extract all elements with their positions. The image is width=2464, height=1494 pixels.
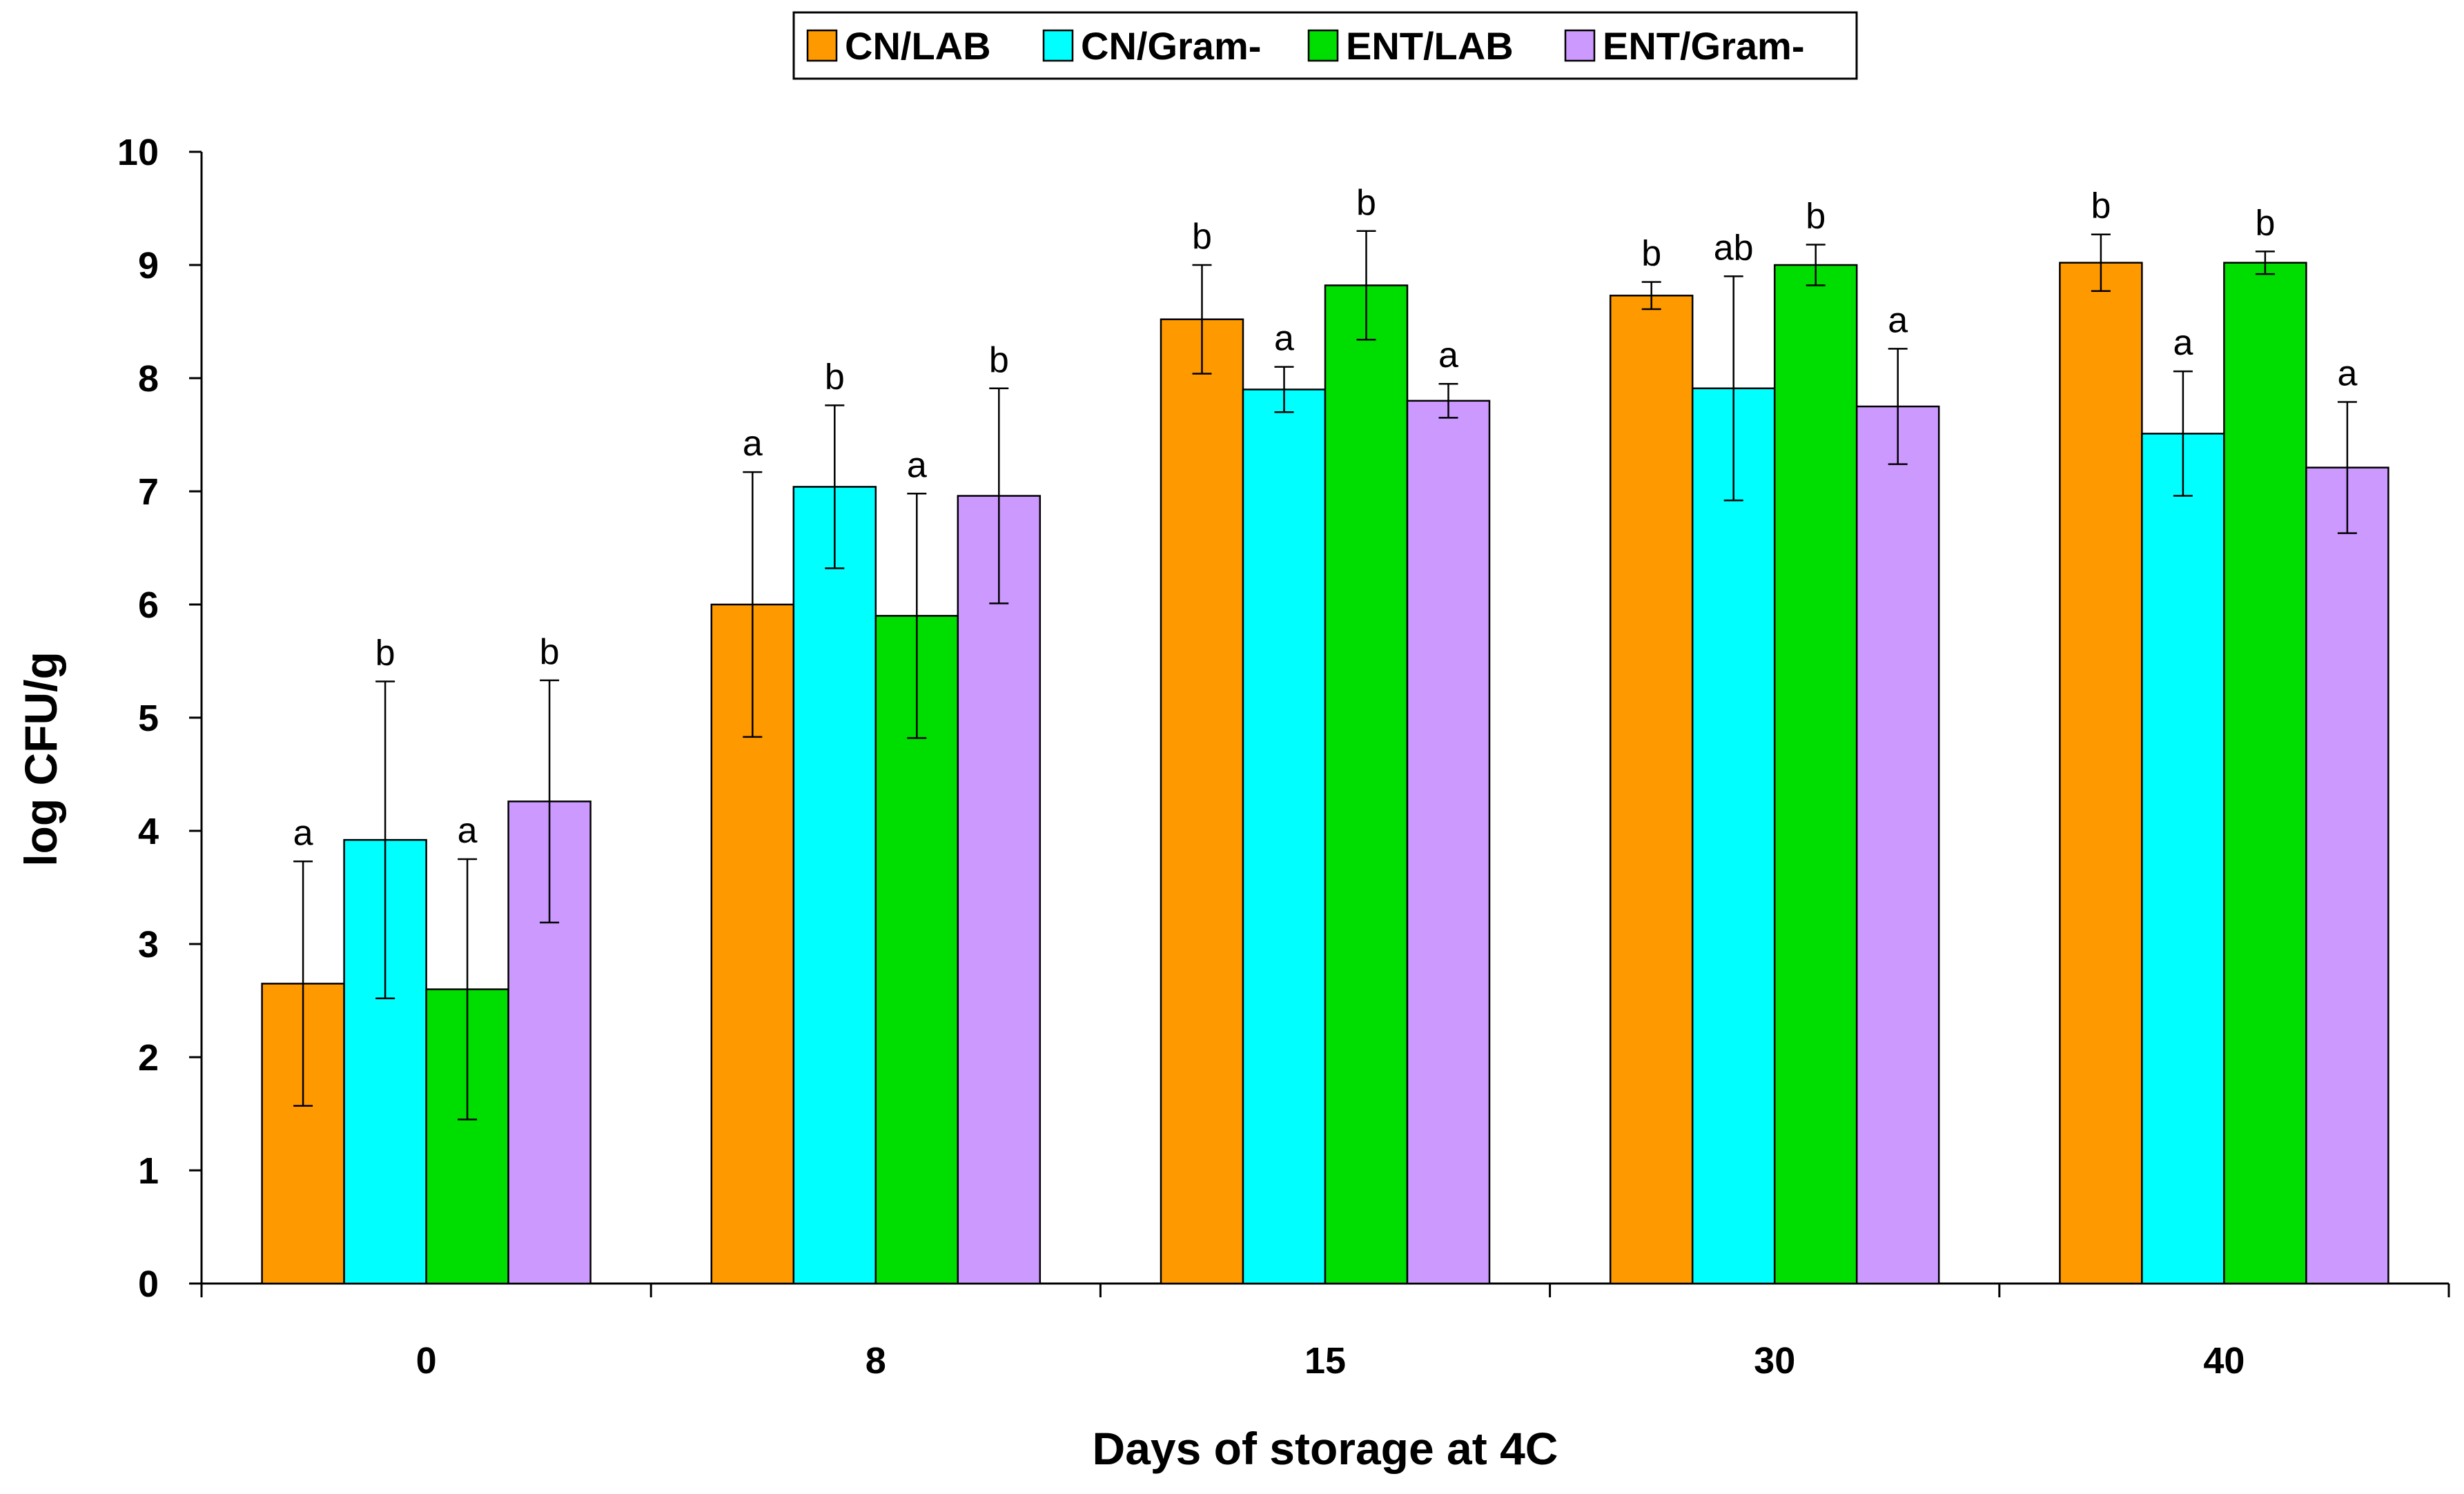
bar-ent-gram--day-8	[957, 495, 1042, 1285]
error-bar	[743, 471, 763, 738]
bar-ent-lab-day-30	[1773, 264, 1858, 1285]
bar-ent-gram--day-40	[2305, 466, 2389, 1285]
significance-label: a	[2173, 323, 2193, 363]
y-tick-label: 5	[138, 698, 159, 739]
error-bar	[2255, 250, 2275, 275]
significance-label: b	[1641, 234, 1661, 274]
y-tick-label: 9	[138, 245, 159, 286]
y-tick-label: 1	[138, 1150, 159, 1192]
x-tick-label: 40	[2203, 1340, 2245, 1382]
legend-item: CN/LAB	[806, 24, 991, 68]
error-bar	[1806, 244, 1826, 286]
y-tick-label: 10	[117, 132, 159, 173]
significance-label: a	[1438, 335, 1458, 375]
error-bar	[1641, 281, 1661, 311]
bar-cn-gram--day-40	[2141, 433, 2225, 1285]
error-bars	[293, 230, 2357, 1121]
significance-label: b	[1192, 217, 1212, 257]
bar-ent-gram--day-30	[1855, 405, 1940, 1285]
y-tick-label: 4	[138, 811, 159, 852]
error-bar	[1438, 382, 1458, 419]
error-bar	[375, 680, 395, 999]
legend-label: CN/Gram-	[1081, 24, 1261, 68]
y-tick-label: 2	[138, 1037, 159, 1079]
y-axis-title: log CFU/g	[15, 651, 66, 867]
y-tick-label: 0	[138, 1264, 159, 1305]
y-tick-label: 8	[138, 358, 159, 400]
significance-label: b	[1356, 183, 1376, 223]
legend-swatch	[1307, 29, 1339, 62]
bar-cn-lab-day-40	[2059, 262, 2143, 1285]
significance-label: b	[540, 632, 560, 672]
legend-item: ENT/LAB	[1307, 24, 1514, 68]
bar-cn-lab-day-15	[1160, 318, 1244, 1285]
significance-label: b	[989, 340, 1009, 380]
error-bar	[1888, 348, 1908, 465]
x-tick-label: 30	[1754, 1340, 1795, 1382]
legend-label: ENT/LAB	[1346, 24, 1514, 68]
y-tick-label: 6	[138, 584, 159, 626]
error-bar	[293, 861, 313, 1107]
legend-label: ENT/Gram-	[1603, 24, 1805, 68]
bar-ent-lab-day-15	[1324, 284, 1409, 1285]
significance-label: a	[743, 424, 763, 464]
bar-ent-lab-day-40	[2223, 262, 2307, 1285]
error-bar	[2337, 401, 2357, 534]
x-tick-label: 0	[416, 1340, 437, 1382]
significance-label: b	[2091, 186, 2111, 226]
x-tick-label: 8	[866, 1340, 886, 1382]
error-bar	[1274, 366, 1294, 413]
significance-label: ab	[1714, 228, 1754, 268]
bar-cn-gram--day-30	[1691, 387, 1776, 1285]
legend-item: CN/Gram-	[1042, 24, 1261, 68]
significance-label: b	[2255, 203, 2275, 243]
significance-label: b	[1806, 196, 1826, 236]
significance-label: b	[825, 357, 845, 397]
y-axis: 0 1 2 3 4 5 6 7 8 9 10	[117, 132, 203, 1305]
error-bar	[1723, 275, 1743, 502]
x-tick-label: 15	[1304, 1340, 1346, 1382]
significance-label: a	[458, 811, 478, 851]
significance-label: a	[1888, 300, 1908, 340]
error-bar	[2173, 370, 2193, 497]
error-bar	[1356, 230, 1376, 341]
y-tick-label: 3	[138, 924, 159, 965]
legend-item: ENT/Gram-	[1564, 24, 1805, 68]
error-bar	[2091, 233, 2111, 292]
legend: CN/LAB CN/Gram- ENT/LAB ENT/Gram-	[792, 11, 1858, 80]
legend-label: CN/LAB	[845, 24, 991, 68]
error-bar	[907, 493, 927, 739]
bars	[261, 262, 2389, 1285]
error-bar	[825, 404, 845, 569]
y-tick-label: 7	[138, 471, 159, 513]
error-bar	[540, 679, 560, 924]
bar-cn-gram--day-8	[792, 486, 877, 1285]
significance-label: a	[293, 813, 313, 853]
bar-cn-gram--day-15	[1242, 389, 1327, 1285]
significance-label: a	[1274, 319, 1294, 359]
significance-label: a	[2337, 353, 2357, 393]
significance-label: b	[375, 633, 395, 674]
error-bar	[989, 387, 1009, 605]
error-bar	[1192, 264, 1212, 375]
legend-swatch	[1564, 29, 1596, 62]
error-bar	[458, 858, 478, 1121]
x-axis-title: Days of storage at 4C	[1093, 1423, 1558, 1474]
x-axis: 0 8 15 30 40	[200, 1282, 2450, 1382]
bar-cn-lab-day-30	[1609, 295, 1694, 1285]
legend-swatch	[1042, 29, 1074, 62]
legend-swatch	[806, 29, 838, 62]
bar-ent-gram--day-15	[1406, 400, 1491, 1285]
significance-label: a	[907, 445, 927, 485]
